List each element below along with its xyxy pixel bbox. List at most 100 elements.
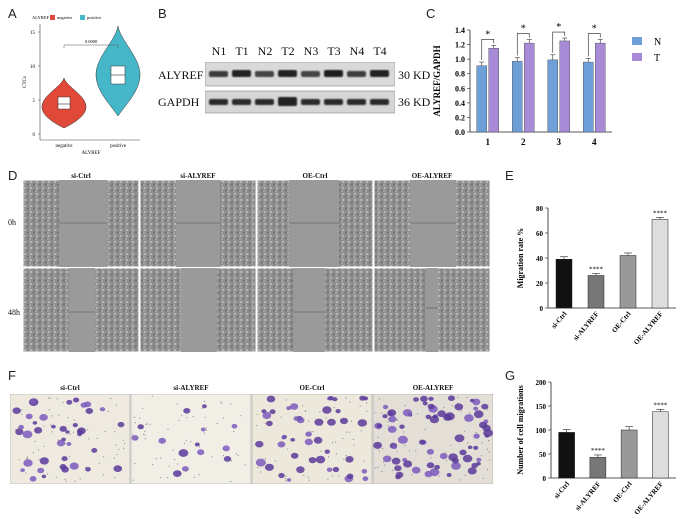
stained-cell xyxy=(339,417,349,425)
c-xtick-label: 4 xyxy=(592,137,597,147)
membrane-pore xyxy=(51,415,53,417)
stained-cell xyxy=(277,441,286,448)
membrane-pore xyxy=(475,431,477,434)
stained-cell xyxy=(22,430,33,439)
membrane-pore xyxy=(257,467,259,469)
membrane-pore xyxy=(477,416,479,418)
stained-cell xyxy=(427,403,435,410)
membrane-pore xyxy=(85,466,87,468)
xtick-label: OE-ALYREF xyxy=(633,480,665,516)
membrane-pore xyxy=(360,430,362,432)
membrane-pore xyxy=(388,418,390,420)
membrane-pore xyxy=(366,410,368,412)
chart-ylabel: Number of cell migrations xyxy=(516,385,525,474)
violin-xtick-negative: negative xyxy=(56,144,74,149)
blot-bands-alyref xyxy=(209,70,389,77)
c-bar-t xyxy=(524,42,535,133)
membrane-pore xyxy=(204,416,206,418)
blot-bands-gapdh xyxy=(209,97,389,106)
stained-cell xyxy=(469,398,475,403)
membrane-pore xyxy=(349,401,351,403)
membrane-pore xyxy=(482,477,485,479)
violin-ytick: 10 xyxy=(30,65,36,70)
stained-cell xyxy=(388,415,397,423)
membrane-pore xyxy=(287,448,289,450)
stained-cell xyxy=(335,409,341,414)
c-legend-swatch-t xyxy=(632,53,642,61)
membrane-pore xyxy=(331,442,334,444)
membrane-pore xyxy=(281,442,283,444)
bar xyxy=(589,457,607,479)
stained-cell xyxy=(422,401,428,406)
stained-cell xyxy=(467,445,473,450)
membrane-pore xyxy=(186,417,188,419)
c-sig-bracket xyxy=(552,31,566,53)
membrane-pore xyxy=(146,423,148,425)
membrane-pore xyxy=(287,408,289,410)
xtick-label: si-Ctrl xyxy=(553,480,572,500)
membrane-pore xyxy=(32,452,34,454)
c-sig-bracket xyxy=(516,33,530,56)
c-bar-n xyxy=(476,65,487,133)
stained-cell xyxy=(459,449,467,456)
transwell-stained-cells xyxy=(12,395,493,483)
stained-cell xyxy=(202,404,207,409)
blot-lane-labels: N1 T1 N2 T2 N3 T3 N4 T4 xyxy=(205,44,395,58)
membrane-pore xyxy=(274,460,276,462)
ytick-label: 0 xyxy=(540,305,544,313)
blot-lane-label: N2 xyxy=(257,44,273,58)
membrane-pore xyxy=(374,467,376,469)
membrane-pore xyxy=(264,422,266,424)
membrane-pore xyxy=(327,456,330,458)
membrane-pore xyxy=(132,434,134,436)
membrane-pore xyxy=(58,439,60,441)
wound-title: si-ALYREF xyxy=(180,172,216,180)
stained-cell xyxy=(278,472,285,479)
membrane-pore xyxy=(460,410,462,412)
stained-cell xyxy=(481,403,489,410)
chart-ylabel: Migration rate % xyxy=(516,228,525,288)
membrane-pore xyxy=(285,480,287,482)
membrane-pore xyxy=(352,438,354,440)
ytick-label: 100 xyxy=(536,427,547,435)
membrane-pore xyxy=(118,448,120,450)
violin-ylabel: CTCs xyxy=(23,76,28,88)
membrane-pore xyxy=(79,478,81,480)
ytick-label: 40 xyxy=(536,255,544,263)
chart-e: 0 20 40 60 80 Migration rate % si-Ctrl **** si-A… xyxy=(516,205,676,346)
membrane-pore xyxy=(438,475,440,477)
stained-cell xyxy=(425,414,432,420)
stained-cell xyxy=(30,399,36,403)
c-bar-t xyxy=(595,42,606,133)
membrane-pore xyxy=(144,430,146,433)
membrane-pore xyxy=(235,453,237,455)
violin-ytick: 5 xyxy=(33,99,36,104)
membrane-pore xyxy=(67,417,69,419)
membrane-pore xyxy=(348,431,351,433)
stained-cell xyxy=(473,445,479,450)
violin-yticks: 0 5 10 15 xyxy=(30,31,40,138)
membrane-pore xyxy=(302,405,304,407)
membrane-pore xyxy=(408,450,411,452)
membrane-pore xyxy=(113,457,115,459)
membrane-pore xyxy=(267,396,269,398)
membrane-pore xyxy=(488,440,490,442)
membrane-pore xyxy=(378,398,380,400)
membrane-pore xyxy=(176,463,179,465)
bar xyxy=(587,275,605,309)
ytick-label: 80 xyxy=(536,205,544,213)
membrane-pore xyxy=(384,464,386,466)
wound-title: OE-Ctrl xyxy=(302,172,328,180)
membrane-pore xyxy=(303,474,305,476)
membrane-pore xyxy=(102,474,104,476)
membrane-pore xyxy=(237,454,239,456)
membrane-pore xyxy=(185,469,187,472)
transwell-title: OE-ALYREF xyxy=(412,384,454,392)
membrane-pore xyxy=(260,471,262,473)
stained-cell xyxy=(69,462,79,470)
membrane-pore xyxy=(116,453,118,455)
stained-cell xyxy=(34,427,43,434)
stained-cell xyxy=(403,460,413,468)
stained-cell xyxy=(266,420,273,427)
c-ytick-label: 1.0 xyxy=(455,55,465,64)
